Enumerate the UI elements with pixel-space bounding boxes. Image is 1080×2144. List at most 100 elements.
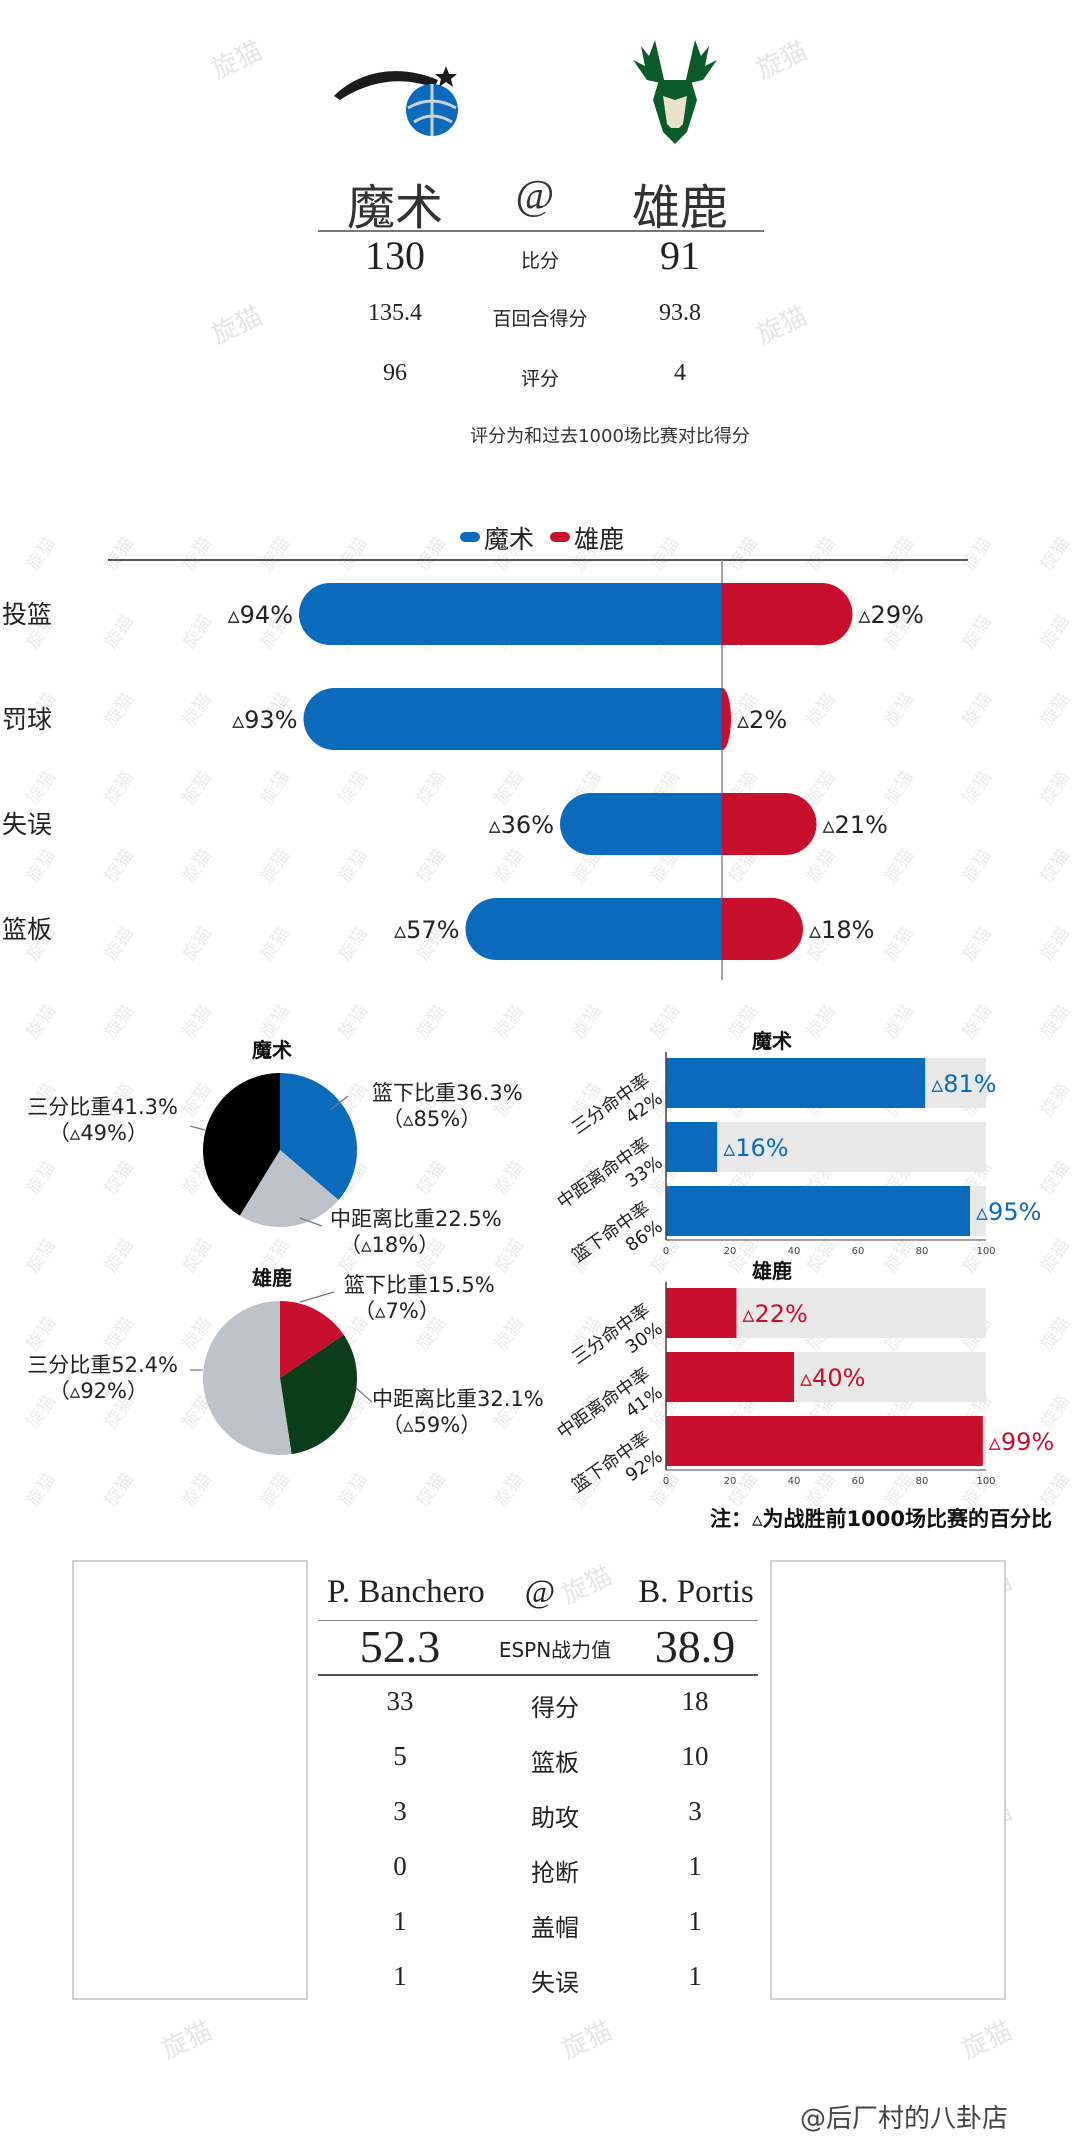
bucks-bar (722, 583, 853, 645)
rate-x-tick: 80 (916, 1476, 929, 1487)
bucks-bar-label: ▵2% (737, 706, 787, 734)
player-divider-bottom (318, 1674, 758, 1676)
legend-label-magic: 魔术 (484, 525, 535, 554)
bucks-bar-label: ▵21% (823, 811, 888, 839)
shooting-rate-bars: 魔术▵81%三分命中率42%▵16%中距离命中率33%▵95%篮下命中率86%0… (553, 1030, 1054, 1497)
away-player-stat: 1 (688, 1961, 702, 1991)
footnote: 注：▵为战胜前1000场比赛的百分比 (710, 1507, 1052, 1531)
home-player-stat: 1 (393, 1906, 407, 1936)
slice-sublabel: （▵18%） (340, 1233, 439, 1257)
pie-slice (202, 1073, 280, 1216)
rate-bar (666, 1288, 737, 1338)
rate-bar (666, 1352, 794, 1402)
bucks-bar (722, 898, 803, 960)
slice-sublabel: （▵49%） (49, 1121, 148, 1145)
away-player-stat: 1 (688, 1851, 702, 1881)
player-stat-label: 失误 (531, 1969, 579, 1997)
pie-slice (239, 1150, 339, 1227)
away-player-name: B. Portis (638, 1574, 754, 1610)
player-divider-top (318, 1620, 758, 1621)
stat-label: 百回合得分 (492, 308, 588, 330)
watermark: 旋猫 (207, 36, 267, 86)
rate-x-tick: 60 (852, 1246, 865, 1257)
player-stat-label: 助攻 (531, 1804, 579, 1832)
magic-bar (465, 898, 722, 960)
rate-x-tick: 100 (976, 1476, 995, 1487)
magic-bar-label: ▵57% (394, 916, 459, 944)
rate-bar (666, 1122, 718, 1172)
away-team-name: 雄鹿 (631, 182, 728, 235)
espn-label: ESPN战力值 (498, 1638, 612, 1662)
watermark: 旋猫 (957, 2016, 1017, 2066)
at-symbol: @ (515, 173, 555, 219)
rate-chart-title: 魔术 (752, 1030, 792, 1053)
rating-note: 评分为和过去1000场比赛对比得分 (470, 426, 750, 447)
leader-line (299, 1291, 335, 1303)
slice-label: 中距离比重32.1% (372, 1387, 544, 1411)
slice-label: 三分比重52.4% (27, 1353, 178, 1377)
stat-label: 评分 (520, 368, 559, 390)
rate-x-tick: 40 (788, 1476, 801, 1487)
category-label: 投篮 (2, 600, 52, 629)
legend-swatch-bucks (550, 532, 570, 542)
pie-slice (280, 1301, 344, 1378)
home-player-name: P. Banchero (327, 1574, 485, 1610)
diverging-legend: 魔术 雄鹿 (458, 520, 638, 554)
home-espn-value: 52.3 (359, 1621, 441, 1672)
leader-line (355, 1387, 373, 1403)
bucks-bar (722, 793, 817, 855)
home-player-photo-frame (72, 1560, 308, 2000)
slice-sublabel: （▵85%） (382, 1107, 481, 1131)
category-label: 失误 (2, 810, 52, 839)
rate-bar-label: ▵99% (989, 1428, 1054, 1456)
stat-label: 比分 (520, 250, 559, 272)
away-player-stat: 10 (681, 1741, 709, 1771)
pie-slice (203, 1301, 292, 1455)
rate-bar-label: ▵16% (723, 1134, 788, 1162)
watermark: 旋猫 (752, 36, 812, 86)
leader-line (329, 1095, 349, 1111)
bar-track (666, 1122, 986, 1172)
slice-label: 篮下比重15.5% (344, 1273, 495, 1297)
player-stat-label: 盖帽 (531, 1914, 579, 1942)
home-player-stat: 5 (393, 1741, 407, 1771)
slice-label: 三分比重41.3% (27, 1095, 178, 1119)
magic-bar (560, 793, 722, 855)
watermark: 旋猫 (157, 2016, 217, 2066)
pie-slice (280, 1073, 357, 1201)
bucks-logo-icon (625, 36, 725, 146)
away-stat-value: 91 (660, 233, 700, 278)
diverging-bar-chart: 投篮 ▵94% ▵29% 罚球 ▵93% ▵2% 失误 ▵36% ▵21% 篮板 ▵57% ▵18% (2, 559, 968, 980)
home-player-stat: 33 (386, 1686, 414, 1716)
home-stat-value: 135.4 (368, 300, 422, 326)
home-team-name: 魔术 (346, 182, 443, 235)
home-player-stat: 1 (393, 1961, 407, 1991)
away-espn-value: 38.9 (654, 1621, 736, 1672)
magic-bar-label: ▵93% (232, 706, 297, 734)
watermark: 旋猫 (207, 301, 267, 351)
category-label: 篮板 (2, 915, 52, 944)
home-player-stat: 0 (393, 1851, 407, 1881)
rate-bar-label: ▵95% (976, 1198, 1041, 1226)
rate-bar-label: ▵40% (800, 1364, 865, 1392)
player-at-symbol: @ (524, 1574, 556, 1610)
slice-label: 篮下比重36.3% (372, 1081, 523, 1105)
rate-chart-title: 雄鹿 (751, 1259, 792, 1283)
rate-bar-label: ▵22% (742, 1300, 807, 1328)
slice-sublabel: （▵7%） (354, 1299, 440, 1323)
player-stat-label: 篮板 (531, 1749, 579, 1777)
rate-bar (666, 1416, 983, 1466)
rate-x-tick: 80 (916, 1246, 929, 1257)
rate-bar-label: ▵81% (931, 1070, 996, 1098)
home-player-stat: 3 (393, 1796, 407, 1826)
weibo-signature: @后厂村的八卦店 (800, 2104, 1009, 2134)
player-stat-label: 得分 (531, 1694, 579, 1722)
away-player-stat: 1 (688, 1906, 702, 1936)
player-stat-label: 抢断 (531, 1859, 579, 1887)
rate-x-tick: 40 (788, 1246, 801, 1257)
pie-slice (280, 1334, 357, 1455)
magic-logo-icon (330, 50, 470, 140)
